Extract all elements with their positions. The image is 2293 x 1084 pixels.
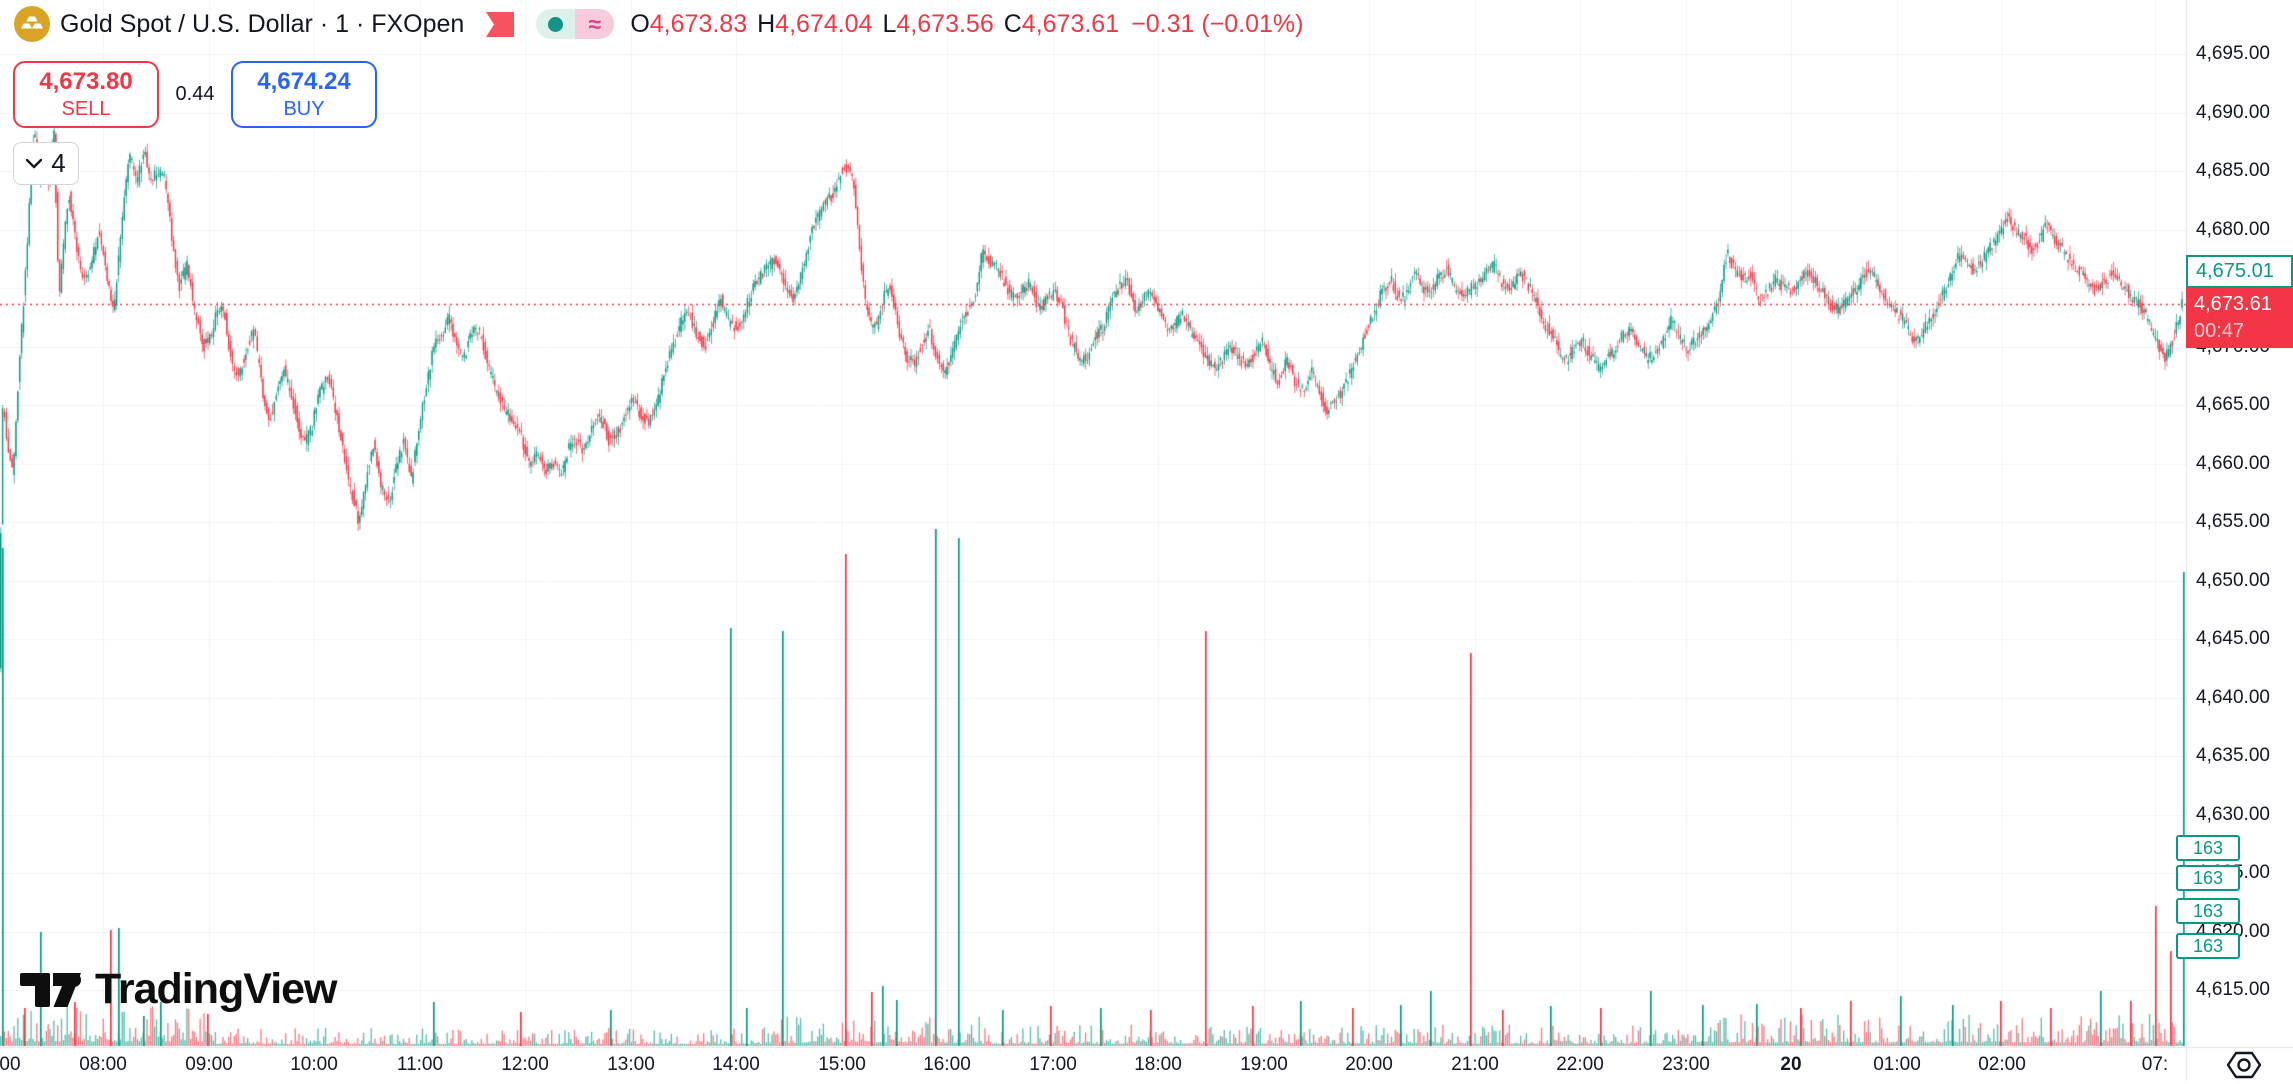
symbol-legend: Gold Spot / U.S. Dollar · 1 · FXOpen ≈ O… (14, 6, 1303, 42)
change-value: −0.31 (−0.01%) (1131, 9, 1304, 38)
close-value: 4,673.61 (1021, 9, 1120, 38)
buy-price: 4,674.24 (257, 68, 351, 96)
buy-button[interactable]: 4,674.24 BUY (231, 61, 377, 128)
volume-value-badge: 163 (2176, 933, 2240, 959)
price-axis-label: 4,630.00 (2196, 803, 2270, 825)
trade-panel: 4,673.80 SELL 0.44 4,674.24 BUY (13, 61, 377, 128)
time-axis-label: 17:00 (1029, 1054, 1077, 1075)
flag-icon[interactable] (486, 11, 515, 37)
close-label: C (1003, 9, 1022, 38)
price-axis-label: 4,660.00 (2196, 452, 2270, 474)
last-price-value: 4,673.61 (2194, 293, 2272, 315)
time-axis-label: 08:00 (79, 1054, 127, 1075)
time-axis-label: 01:00 (1873, 1054, 1921, 1075)
time-axis-label: 15:00 (818, 1054, 866, 1075)
buy-label: BUY (283, 97, 325, 120)
time-axis-label: 20:00 (1345, 1054, 1393, 1075)
price-axis-label: 4,665.00 (2196, 394, 2270, 415)
price-axis-label: 4,690.00 (2196, 101, 2270, 123)
time-axis-label: 02:00 (1978, 1054, 2026, 1075)
price-axis-label: 4,685.00 (2196, 160, 2270, 181)
time-scale[interactable]: 00 08:00 09:00 10:00 11:00 12:00 13:00 14:00 15:… (0, 1048, 2293, 1081)
high-value: 4,674.04 (775, 9, 873, 38)
price-axis-label: 4,615.00 (2196, 979, 2270, 1000)
time-axis-label: 10:00 (290, 1054, 338, 1075)
price-axis-label: 4,640.00 (2196, 686, 2270, 708)
tradingview-mark-icon (20, 973, 81, 1007)
lot-size-value: 4 (51, 148, 66, 178)
price-axis-label: 4,650.00 (2196, 569, 2270, 591)
time-axis-label: 07: (2141, 1054, 2169, 1075)
bar-countdown: 00:47 (2194, 320, 2245, 342)
time-axis-label: 18:00 (1134, 1054, 1182, 1075)
gold-symbol-icon (14, 6, 50, 42)
ask-price-value: 4,675.01 (2196, 260, 2274, 282)
time-axis-label: 11:00 (396, 1054, 444, 1075)
lot-size-dropdown[interactable]: 4 (13, 142, 79, 185)
tradingview-wordmark: TradingView (95, 964, 337, 1013)
sell-label: SELL (61, 97, 111, 120)
price-axis-label: 4,695.00 (2196, 43, 2270, 64)
time-axis-label: 16:00 (923, 1054, 971, 1075)
sell-price: 4,673.80 (39, 68, 133, 96)
open-value: 4,673.83 (649, 9, 748, 38)
time-axis-label: 20 (1780, 1054, 1802, 1075)
time-axis-label: 09:00 (185, 1054, 233, 1075)
open-label: O (630, 9, 650, 38)
low-label: L (882, 9, 897, 38)
market-open-dot-icon (536, 9, 576, 39)
price-axis-label: 4,655.00 (2196, 511, 2270, 532)
high-label: H (757, 9, 776, 38)
ohlc-readout: O 4,673.83 H 4,674.04 L 4,673.56 C 4,673… (630, 10, 1303, 39)
time-axis-label: 23:00 (1662, 1054, 1710, 1075)
volume-value-badge: 163 (2176, 835, 2240, 861)
volume-value-badge: 163 (2176, 865, 2240, 891)
time-axis-label: 21:00 (1451, 1054, 1499, 1075)
tradingview-logo[interactable]: TradingView (20, 964, 337, 1014)
price-axis-label: 4,635.00 (2196, 745, 2270, 766)
hexagon-eye-icon[interactable] (2226, 1051, 2262, 1084)
time-axis-label: 22:00 (1556, 1054, 1604, 1075)
volume-value-badge: 163 (2176, 898, 2240, 924)
time-axis-label: 19:00 (1240, 1054, 1288, 1075)
price-scale[interactable]: 4,695.004,690.004,685.004,680.004,675.00… (2187, 0, 2293, 1047)
chevron-down-icon (26, 158, 43, 168)
price-axis-label: 4,645.00 (2196, 628, 2270, 649)
low-value: 4,673.56 (896, 9, 994, 38)
last-price-badge: 4,673.61 00:47 (2186, 288, 2293, 348)
time-axis-label: 14:00 (712, 1054, 760, 1075)
spread-value: 0.44 (175, 83, 215, 105)
approx-values-icon: ≈ (575, 9, 615, 39)
price-axis-label: 4,680.00 (2196, 218, 2270, 240)
time-axis-label: 13:00 (607, 1054, 655, 1075)
ask-price-badge: 4,675.01 (2186, 255, 2293, 288)
symbol-title[interactable]: Gold Spot / U.S. Dollar · 1 · FXOpen (60, 9, 465, 38)
sell-button[interactable]: 4,673.80 SELL (13, 61, 159, 128)
market-status-pills[interactable]: ≈ (536, 9, 615, 39)
time-axis-label: 12:00 (501, 1054, 549, 1075)
time-axis-label: 00 (0, 1054, 21, 1075)
